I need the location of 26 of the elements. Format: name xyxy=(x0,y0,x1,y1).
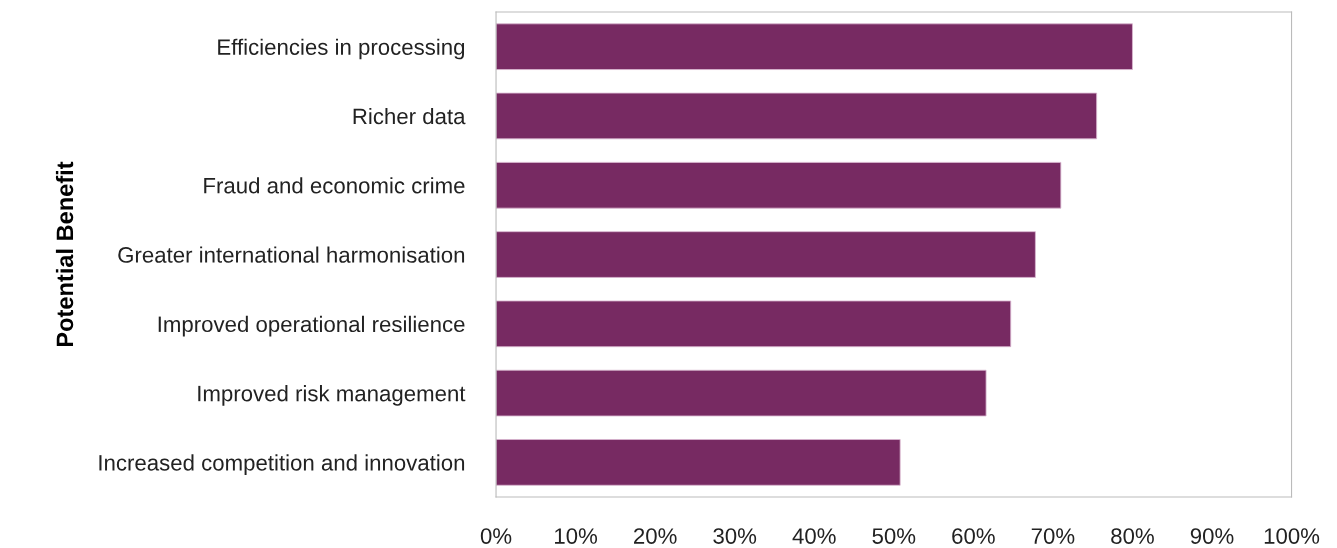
x-tick-label: 100% xyxy=(1264,528,1320,544)
y-tick-label: Increased competition and innovation xyxy=(99,454,465,476)
bar xyxy=(496,161,1062,209)
y-axis-title: Potential Benefit xyxy=(55,161,74,347)
x-tick-label: 10% xyxy=(555,528,598,544)
y-tick-label: Richer data xyxy=(353,107,466,125)
x-tick-label: 80% xyxy=(1111,528,1154,544)
y-tick-label: Fraud and economic crime xyxy=(204,177,465,194)
bar xyxy=(496,92,1098,140)
x-tick-label: 70% xyxy=(1031,528,1075,544)
x-tick-label: 0% xyxy=(480,528,512,544)
x-tick-label: 60% xyxy=(952,528,995,544)
bar xyxy=(496,439,901,486)
x-tick-label: 40% xyxy=(792,528,836,544)
x-tick-label: 50% xyxy=(872,528,916,544)
bar xyxy=(496,23,1133,70)
bar xyxy=(496,231,1036,278)
y-tick-label: Efficiencies in processing xyxy=(218,38,465,60)
x-tick-label: 30% xyxy=(713,528,757,544)
bar xyxy=(496,369,987,417)
bar xyxy=(496,300,1012,348)
y-tick-label: Greater international harmonisation xyxy=(118,246,465,263)
y-tick-label: Improved risk management xyxy=(198,385,466,406)
x-tick-label: 20% xyxy=(634,528,677,544)
x-tick-label: 90% xyxy=(1190,528,1234,544)
y-tick-label: Improved operational resilience xyxy=(158,315,465,337)
